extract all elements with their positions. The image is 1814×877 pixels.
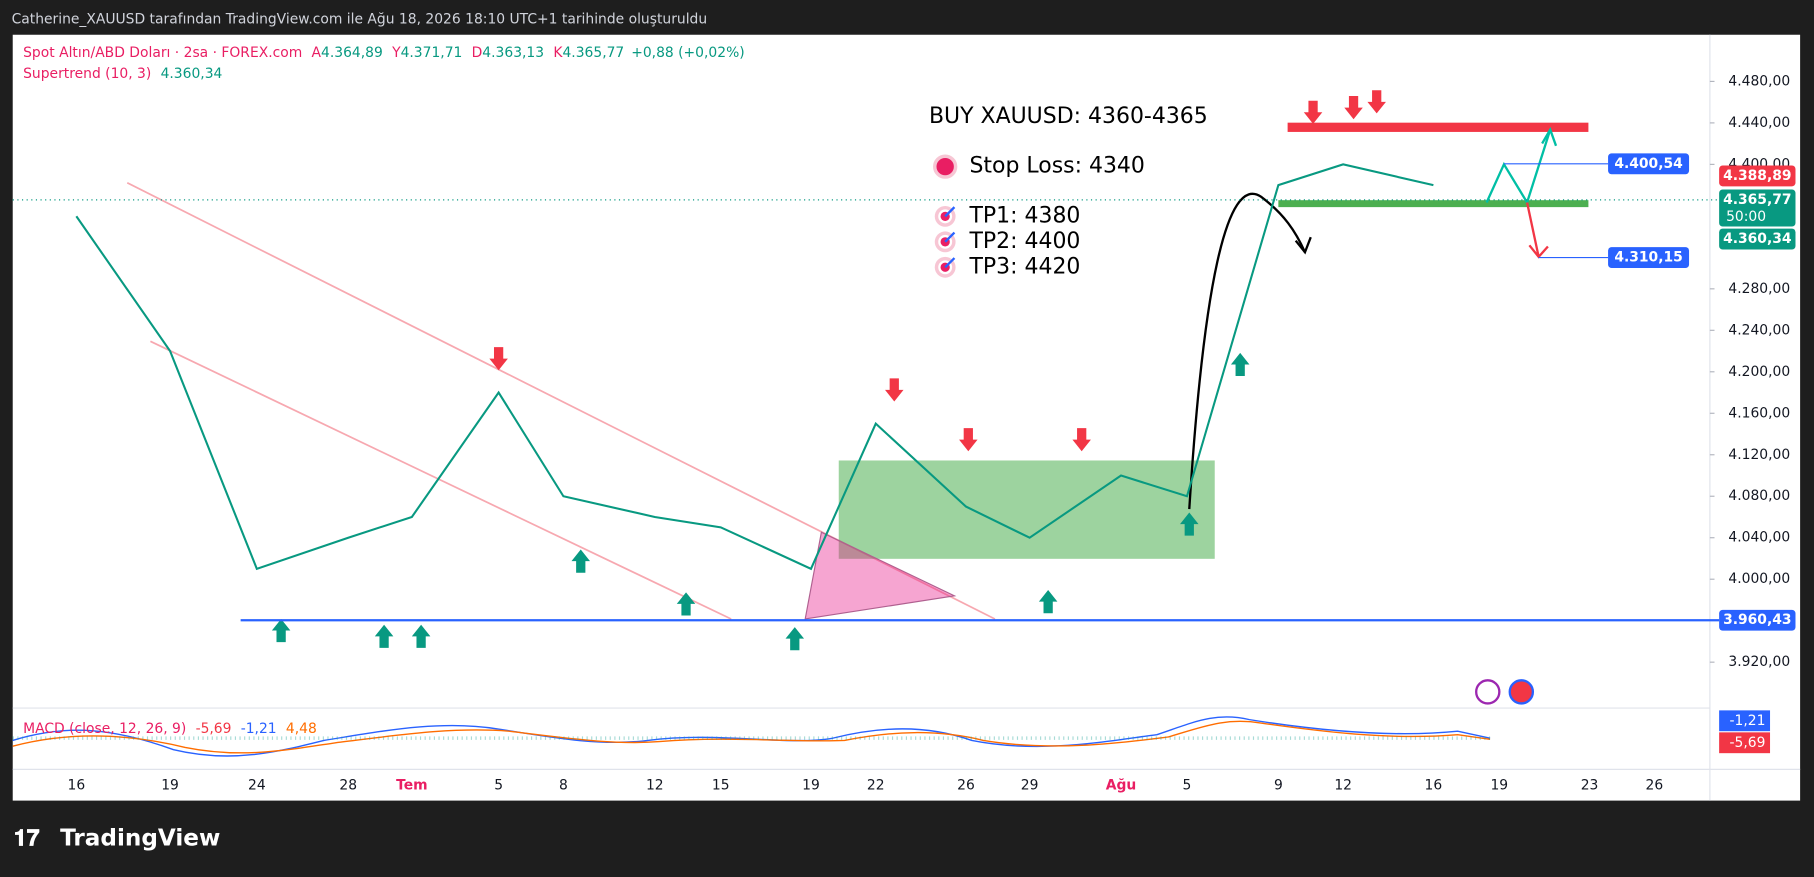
price-tag: [1608, 153, 1690, 175]
x-tick-label: 16: [68, 778, 86, 794]
arrow-head: [1528, 244, 1549, 259]
legend-line: MACD (close, 12, 26, 9) -5,69 -1,21 4,48: [23, 721, 317, 737]
price-tag-label: 3.960,43: [1723, 612, 1791, 628]
support: [1278, 200, 1589, 208]
legend-text: 4,48: [286, 721, 317, 737]
y-tick-label: 4.240,00: [1728, 322, 1790, 338]
icon[interactable]: [1508, 679, 1535, 705]
price-tag: [1608, 247, 1690, 268]
projection-up: [1485, 129, 1552, 206]
curve-arrow: [1188, 192, 1307, 510]
legend-text: Supertrend (10, 3): [23, 66, 151, 82]
x-tick-label: 9: [1274, 778, 1283, 794]
price-line: [75, 163, 1434, 571]
macd-tag: [1719, 732, 1771, 754]
legend-text: 4.365,77: [562, 45, 624, 61]
arrow-head: [1294, 236, 1312, 255]
y-tick-label: 4.200,00: [1728, 364, 1790, 380]
header: Catherine_XAUUSD tarafından TradingView.…: [12, 12, 708, 28]
target: TP2: 4400: [968, 229, 1080, 254]
macd-line: [12, 716, 1491, 757]
x-tick-label: Ağu: [1106, 778, 1137, 794]
x-tick-label: 5: [1183, 778, 1192, 794]
y-tick-label: 4.080,00: [1728, 488, 1790, 504]
legend-line: Spot Altın/ABD Doları · 2sa · FOREX.com A…: [23, 45, 745, 61]
signal-line: [12, 720, 1491, 754]
price-tag-label: 4.365,77: [1723, 192, 1791, 208]
price-tag: [1719, 189, 1796, 227]
x-tick-label: 26: [1646, 778, 1664, 794]
price-tag: [1719, 165, 1796, 187]
price-tag: [1719, 609, 1796, 631]
x-tick-label: 19: [802, 778, 820, 794]
y-tick-label: 4.160,00: [1728, 405, 1790, 421]
price-tag-label: 4.400,54: [1614, 156, 1683, 172]
x-tick-label: 8: [559, 778, 568, 794]
triangle: [804, 531, 957, 620]
y-tick-label: 4.480,00: [1728, 73, 1790, 89]
resistance: [1287, 122, 1589, 132]
price-tag: [1719, 228, 1796, 250]
y-tick-label: 4.440,00: [1728, 115, 1790, 131]
x-tick-label: 19: [1490, 778, 1508, 794]
target: TP1: 4380: [968, 203, 1080, 228]
arrow-head: [1541, 126, 1558, 147]
trade-title: BUY XAUUSD: 4360-4365: [929, 104, 1208, 129]
macd-tag-label: -5,69: [1730, 735, 1766, 751]
x-tick-label: 26: [957, 778, 975, 794]
logo-mark: 𝟏𝟕: [14, 825, 40, 851]
footer-logo: TradingView: [60, 825, 220, 851]
y-tick-label: 3.920,00: [1728, 654, 1790, 670]
x-tick-label: 19: [161, 778, 179, 794]
legend-text: -5,69: [196, 721, 232, 737]
range-box: [838, 460, 1215, 559]
legend-text: 4.360,34: [161, 66, 223, 82]
legend-text: A: [312, 45, 322, 61]
stop-loss: Stop Loss: 4340: [969, 154, 1144, 179]
legend-line: Supertrend (10, 3) 4.360,34: [23, 66, 222, 82]
y-tick-label: 4.000,00: [1728, 571, 1790, 587]
x-tick-label: 23: [1581, 778, 1599, 794]
y-tick-label: 4.040,00: [1728, 530, 1790, 546]
x-tick-label: 12: [646, 778, 664, 794]
x-tick-label: 28: [339, 778, 357, 794]
y-tick-label: 4.280,00: [1728, 281, 1790, 297]
countdown: 50:00: [1726, 209, 1766, 225]
legend-text: 4.363,13: [482, 45, 544, 61]
macd-tag: [1719, 710, 1771, 732]
x-tick-label: 22: [867, 778, 885, 794]
price-tag-label: 4.388,89: [1723, 168, 1791, 184]
legend-text: -1,21: [241, 721, 277, 737]
x-tick-label: 16: [1425, 778, 1443, 794]
target: TP3: 4420: [968, 254, 1080, 279]
legend-text: Spot Altın/ABD Doları · 2sa · FOREX.com: [23, 45, 302, 61]
x-tick-label: 24: [248, 778, 266, 794]
price-tag-label: 4.310,15: [1614, 250, 1682, 266]
legend-text: +0,88 (+0,02%): [631, 45, 744, 61]
legend-text: MACD (close, 12, 26, 9): [23, 721, 186, 737]
price-tag-label: 4.360,34: [1723, 231, 1792, 247]
legend-text: D: [472, 45, 483, 61]
x-tick-label: 15: [712, 778, 730, 794]
y-tick-label: 4.120,00: [1728, 447, 1790, 463]
x-tick-label: 12: [1334, 778, 1352, 794]
stop-icon: [933, 154, 958, 179]
legend-text: 4.371,71: [401, 45, 463, 61]
legend-text: 4.364,89: [321, 45, 383, 61]
legend: Spot Altın/ABD Doları · 2sa · FOREX.com A…: [23, 45, 745, 737]
macd-tag-label: -1,21: [1730, 713, 1766, 729]
icon[interactable]: [1475, 679, 1501, 705]
legend-text: K: [553, 45, 563, 61]
trendline: [150, 340, 732, 620]
projection-down: [1525, 202, 1540, 258]
x-tick-label: Tem: [396, 778, 428, 794]
x-tick-label: 29: [1021, 778, 1039, 794]
legend-text: Y: [391, 45, 401, 61]
x-tick-label: 5: [494, 778, 503, 794]
